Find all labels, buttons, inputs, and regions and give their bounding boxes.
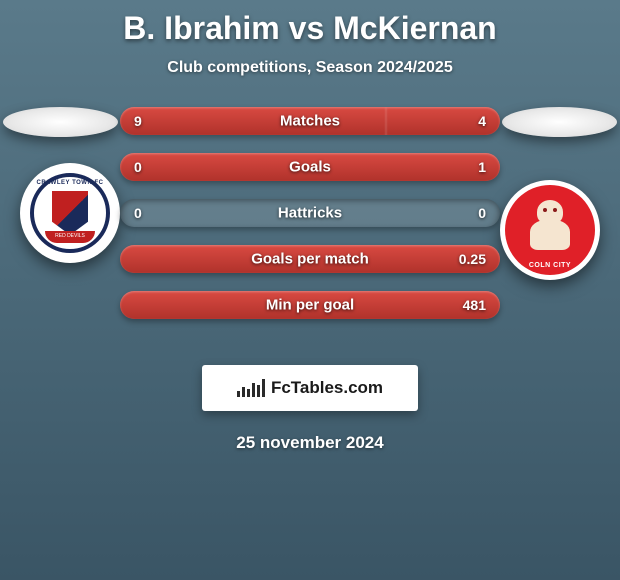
imp-icon bbox=[525, 200, 575, 260]
bar-chart-icon bbox=[237, 379, 265, 397]
stat-value-left: 9 bbox=[134, 113, 142, 129]
logo-bar-segment bbox=[242, 387, 245, 397]
stat-label: Min per goal bbox=[266, 297, 354, 314]
crest-left-bottom-text: RED DEVILS bbox=[45, 231, 95, 243]
stats-bars: 9 Matches 4 0 Goals 1 0 Hattricks 0 Goals per mat… bbox=[120, 107, 500, 337]
logo-bar-segment bbox=[247, 389, 250, 397]
crest-left-top-text: CRAWLEY TOWN FC bbox=[37, 180, 104, 186]
shield-icon bbox=[52, 191, 88, 235]
logo-bar-segment bbox=[257, 385, 260, 397]
stat-label: Hattricks bbox=[278, 205, 342, 222]
club-crest-right: COLN CITY bbox=[500, 180, 600, 280]
date-label: 25 november 2024 bbox=[0, 433, 620, 453]
player-oval-right bbox=[502, 107, 617, 137]
club-crest-left: CRAWLEY TOWN FC RED DEVILS bbox=[20, 163, 120, 263]
stat-row: 0 Goals 1 bbox=[120, 153, 500, 181]
attribution-logo: FcTables.com bbox=[202, 365, 418, 411]
logo-bar-segment bbox=[252, 383, 255, 397]
stat-value-right: 481 bbox=[463, 297, 486, 313]
player-oval-left bbox=[3, 107, 118, 137]
stat-value-left: 0 bbox=[134, 205, 142, 221]
stat-label: Goals per match bbox=[251, 251, 369, 268]
stat-value-right: 0 bbox=[478, 205, 486, 221]
logo-bar-segment bbox=[262, 379, 265, 397]
stat-row: 0 Hattricks 0 bbox=[120, 199, 500, 227]
page-title: B. Ibrahim vs McKiernan bbox=[0, 0, 620, 47]
logo-bar-segment bbox=[237, 391, 240, 397]
stat-value-right: 4 bbox=[478, 113, 486, 129]
stat-value-right: 1 bbox=[478, 159, 486, 175]
subtitle: Club competitions, Season 2024/2025 bbox=[0, 59, 620, 77]
stat-row: Min per goal 481 bbox=[120, 291, 500, 319]
stat-row: 9 Matches 4 bbox=[120, 107, 500, 135]
crest-right-bottom-text: COLN CITY bbox=[529, 262, 571, 269]
logo-text: FcTables.com bbox=[271, 378, 383, 398]
stat-bar-left bbox=[120, 107, 386, 135]
stat-value-left: 0 bbox=[134, 159, 142, 175]
stat-value-right: 0.25 bbox=[459, 251, 486, 267]
stat-label: Matches bbox=[280, 113, 340, 130]
stat-label: Goals bbox=[289, 159, 331, 176]
crest-right-inner: COLN CITY bbox=[505, 185, 595, 275]
stat-row: Goals per match 0.25 bbox=[120, 245, 500, 273]
crest-left-inner: CRAWLEY TOWN FC RED DEVILS bbox=[30, 173, 110, 253]
comparison-area: CRAWLEY TOWN FC RED DEVILS COLN CITY 9 Ma… bbox=[0, 107, 620, 347]
